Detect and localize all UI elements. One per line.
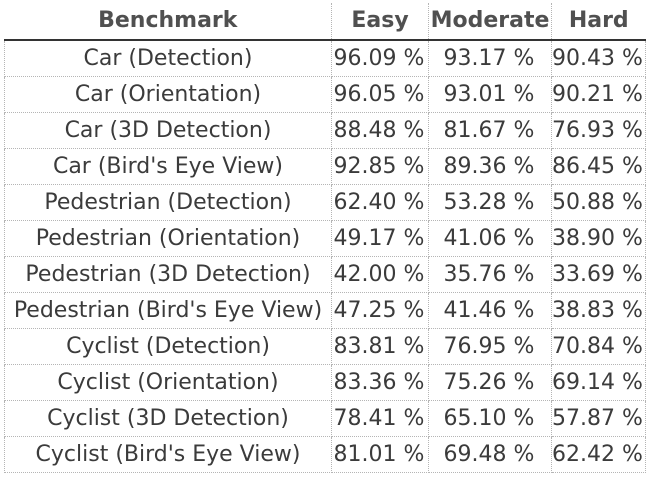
header-benchmark: Benchmark xyxy=(4,3,332,41)
cell-hard: 70.84 % xyxy=(551,328,646,365)
cell-hard: 38.83 % xyxy=(551,292,646,329)
cell-moderate: 35.76 % xyxy=(428,256,552,293)
header-row: Benchmark Easy Moderate Hard xyxy=(4,3,646,41)
cell-benchmark: Pedestrian (Orientation) xyxy=(4,220,332,257)
cell-benchmark: Pedestrian (Bird's Eye View) xyxy=(4,292,332,329)
table-row: Pedestrian (Detection) 62.40 % 53.28 % 5… xyxy=(4,184,646,221)
header-easy: Easy xyxy=(331,3,429,41)
cell-hard: 90.21 % xyxy=(551,76,646,113)
cell-hard: 90.43 % xyxy=(551,40,646,77)
cell-moderate: 41.06 % xyxy=(428,220,552,257)
cell-easy: 49.17 % xyxy=(331,220,429,257)
cell-moderate: 81.67 % xyxy=(428,112,552,149)
cell-easy: 96.09 % xyxy=(331,40,429,77)
table-row: Cyclist (3D Detection) 78.41 % 65.10 % 5… xyxy=(4,400,646,437)
table-row: Pedestrian (Orientation) 49.17 % 41.06 %… xyxy=(4,220,646,257)
table-row: Car (Detection) 96.09 % 93.17 % 90.43 % xyxy=(4,40,646,77)
cell-easy: 92.85 % xyxy=(331,148,429,185)
cell-easy: 83.81 % xyxy=(331,328,429,365)
cell-hard: 69.14 % xyxy=(551,364,646,401)
cell-easy: 78.41 % xyxy=(331,400,429,437)
cell-benchmark: Cyclist (Orientation) xyxy=(4,364,332,401)
cell-benchmark: Cyclist (Bird's Eye View) xyxy=(4,436,332,473)
cell-moderate: 93.01 % xyxy=(428,76,552,113)
table-row: Pedestrian (3D Detection) 42.00 % 35.76 … xyxy=(4,256,646,293)
cell-benchmark: Car (Detection) xyxy=(4,40,332,77)
cell-easy: 81.01 % xyxy=(331,436,429,473)
cell-moderate: 41.46 % xyxy=(428,292,552,329)
cell-benchmark: Pedestrian (3D Detection) xyxy=(4,256,332,293)
table-row: Car (3D Detection) 88.48 % 81.67 % 76.93… xyxy=(4,112,646,149)
cell-moderate: 53.28 % xyxy=(428,184,552,221)
cell-moderate: 65.10 % xyxy=(428,400,552,437)
table-row: Car (Bird's Eye View) 92.85 % 89.36 % 86… xyxy=(4,148,646,185)
cell-easy: 96.05 % xyxy=(331,76,429,113)
cell-hard: 86.45 % xyxy=(551,148,646,185)
cell-hard: 33.69 % xyxy=(551,256,646,293)
cell-hard: 76.93 % xyxy=(551,112,646,149)
cell-easy: 88.48 % xyxy=(331,112,429,149)
cell-benchmark: Car (Orientation) xyxy=(4,76,332,113)
cell-moderate: 89.36 % xyxy=(428,148,552,185)
cell-hard: 50.88 % xyxy=(551,184,646,221)
cell-moderate: 69.48 % xyxy=(428,436,552,473)
cell-easy: 83.36 % xyxy=(331,364,429,401)
cell-easy: 42.00 % xyxy=(331,256,429,293)
cell-hard: 62.42 % xyxy=(551,436,646,473)
cell-moderate: 76.95 % xyxy=(428,328,552,365)
cell-hard: 57.87 % xyxy=(551,400,646,437)
table-row: Cyclist (Detection) 83.81 % 76.95 % 70.8… xyxy=(4,328,646,365)
table-header: Benchmark Easy Moderate Hard xyxy=(4,3,646,41)
cell-benchmark: Car (Bird's Eye View) xyxy=(4,148,332,185)
header-moderate: Moderate xyxy=(428,3,552,41)
cell-benchmark: Car (3D Detection) xyxy=(4,112,332,149)
header-hard: Hard xyxy=(551,3,646,41)
cell-easy: 62.40 % xyxy=(331,184,429,221)
table-row: Pedestrian (Bird's Eye View) 47.25 % 41.… xyxy=(4,292,646,329)
cell-benchmark: Cyclist (Detection) xyxy=(4,328,332,365)
cell-hard: 38.90 % xyxy=(551,220,646,257)
cell-moderate: 75.26 % xyxy=(428,364,552,401)
benchmark-results-table: Benchmark Easy Moderate Hard Car (Detect… xyxy=(4,3,646,473)
cell-benchmark: Cyclist (3D Detection) xyxy=(4,400,332,437)
cell-easy: 47.25 % xyxy=(331,292,429,329)
table-row: Cyclist (Orientation) 83.36 % 75.26 % 69… xyxy=(4,364,646,401)
cell-moderate: 93.17 % xyxy=(428,40,552,77)
table-body: Car (Detection) 96.09 % 93.17 % 90.43 % … xyxy=(4,40,646,473)
cell-benchmark: Pedestrian (Detection) xyxy=(4,184,332,221)
table-row: Car (Orientation) 96.05 % 93.01 % 90.21 … xyxy=(4,76,646,113)
table-row: Cyclist (Bird's Eye View) 81.01 % 69.48 … xyxy=(4,436,646,473)
